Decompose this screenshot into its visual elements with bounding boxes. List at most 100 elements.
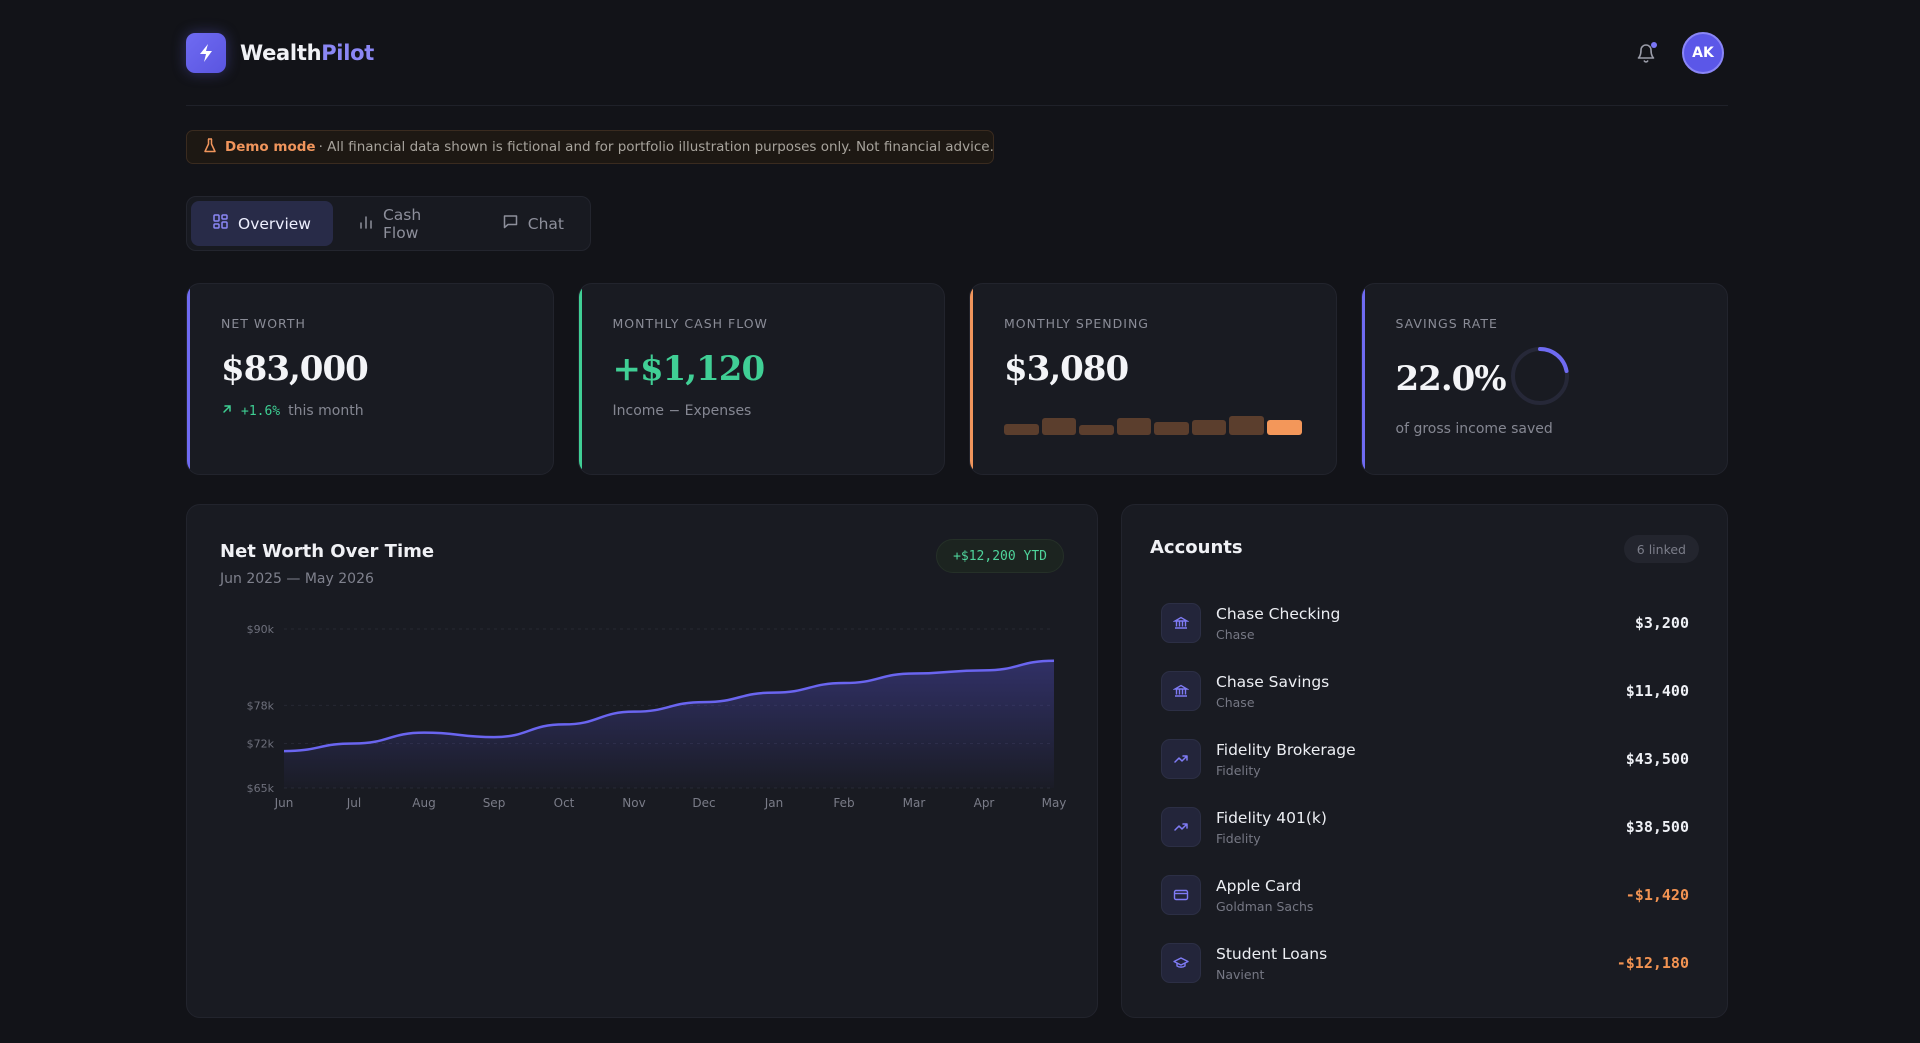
- x-tick-label: Mar: [903, 796, 926, 810]
- arrow-up-right-icon: [221, 403, 233, 419]
- account-balance: -$12,180: [1616, 954, 1689, 972]
- tab-chat[interactable]: Chat: [481, 201, 586, 246]
- brand[interactable]: WealthPilot: [186, 32, 374, 73]
- chat-bubble-icon: [503, 214, 518, 233]
- tab-label: Overview: [238, 214, 311, 233]
- y-tick-label: $72k: [247, 737, 275, 750]
- x-tick-label: Sep: [483, 796, 506, 810]
- account-text: Fidelity Brokerage Fidelity: [1216, 741, 1626, 778]
- stat-label: MONTHLY SPENDING: [1004, 316, 1149, 331]
- account-balance: $11,400: [1625, 682, 1689, 700]
- app-container: WealthPilot AK Demo mode · All financial…: [186, 0, 1728, 1018]
- flask-icon: [203, 137, 217, 157]
- account-row[interactable]: Fidelity 401(k) Fidelity $38,500: [1161, 793, 1689, 861]
- stat-label: MONTHLY CASH FLOW: [612, 316, 768, 331]
- x-tick-label: Dec: [692, 796, 715, 810]
- banner-label: Demo mode: [225, 139, 316, 155]
- net-worth-value: $83,000: [221, 349, 369, 389]
- area-fill: [284, 660, 1054, 788]
- chart-range: Jun 2025 — May 2026: [220, 571, 374, 587]
- x-tick-label: Apr: [974, 796, 995, 810]
- account-name: Fidelity 401(k): [1216, 808, 1327, 827]
- accounts-card: Accounts 6 linked Chase Checking Chase $3,…: [1121, 504, 1728, 1018]
- series-line: [283, 659, 1055, 753]
- x-tick-label: Nov: [622, 796, 645, 810]
- spark-bar: [1266, 420, 1302, 435]
- cash-flow-sub: Income − Expenses: [612, 403, 752, 419]
- header-actions: AK: [1634, 31, 1724, 74]
- account-balance: -$1,420: [1625, 886, 1689, 904]
- unread-dot: [1651, 41, 1657, 48]
- x-tick-label: Feb: [833, 796, 854, 810]
- stat-cards: NET WORTH $83,000 +1.6% this month MONTH…: [186, 283, 1728, 475]
- account-balance: $38,500: [1625, 818, 1689, 836]
- net-worth-change-suffix: this month: [288, 403, 364, 419]
- y-tick-label: $65k: [247, 782, 275, 795]
- account-text: Student Loans Navient: [1216, 945, 1617, 982]
- account-row[interactable]: Student Loans Navient -$12,180: [1161, 929, 1689, 997]
- demo-banner: Demo mode · All financial data shown is …: [186, 130, 994, 164]
- tab-overview[interactable]: Overview: [191, 201, 333, 246]
- x-tick-label: Jan: [764, 796, 784, 810]
- account-balance: $3,200: [1634, 614, 1689, 632]
- credit-card-icon: [1161, 875, 1201, 915]
- account-balance: $43,500: [1625, 750, 1689, 768]
- account-text: Apple Card Goldman Sachs: [1216, 877, 1626, 914]
- spark-bar: [1154, 422, 1189, 435]
- lightning-bolt-icon: [186, 32, 226, 73]
- bank-icon: [1161, 603, 1201, 643]
- avatar[interactable]: AK: [1682, 31, 1724, 74]
- spark-bar: [1229, 416, 1264, 435]
- grid-icon: [213, 214, 228, 233]
- spending-value: $3,080: [1004, 349, 1129, 389]
- savings-card: SAVINGS RATE 22.0% of gross income saved: [1360, 283, 1728, 475]
- account-institution: Goldman Sachs: [1216, 898, 1314, 914]
- y-tick-label: $90k: [247, 623, 275, 636]
- brand-name: WealthPilot: [240, 41, 374, 65]
- accounts-title: Accounts: [1150, 537, 1243, 558]
- net-worth-change: +1.6%: [241, 403, 281, 419]
- account-name: Chase Checking: [1216, 604, 1341, 623]
- trending-up-icon: [1161, 739, 1201, 779]
- net-worth-chart-card: Net Worth Over Time Jun 2025 — May 2026 …: [186, 504, 1098, 1018]
- brand-name-part1: Wealth: [240, 40, 322, 65]
- banner-text: · All financial data shown is fictional …: [318, 139, 994, 155]
- spark-bar: [1191, 420, 1227, 435]
- chart-title: Net Worth Over Time: [220, 541, 435, 562]
- tab-cash-flow[interactable]: Cash Flow: [337, 201, 477, 246]
- spark-bar: [1079, 425, 1114, 435]
- account-text: Chase Checking Chase: [1216, 605, 1635, 642]
- x-tick-label: Jul: [346, 796, 361, 810]
- account-row[interactable]: Fidelity Brokerage Fidelity $43,500: [1161, 725, 1689, 793]
- account-name: Chase Savings: [1216, 672, 1330, 691]
- x-tick-label: Aug: [412, 796, 435, 810]
- account-row[interactable]: Chase Checking Chase $3,200: [1161, 589, 1689, 657]
- account-institution: Navient: [1216, 966, 1265, 982]
- spark-bar: [1041, 418, 1077, 435]
- trending-up-icon: [1161, 807, 1201, 847]
- stat-label: NET WORTH: [221, 316, 306, 331]
- bank-icon: [1161, 671, 1201, 711]
- accounts-list: Chase Checking Chase $3,200 Chase Savings Ch…: [1161, 589, 1689, 997]
- account-institution: Chase: [1216, 626, 1255, 642]
- account-name: Apple Card: [1216, 876, 1302, 895]
- ytd-badge: +$12,200 YTD: [936, 539, 1064, 573]
- account-institution: Chase: [1216, 694, 1255, 710]
- cash-flow-card: MONTHLY CASH FLOW +$1,120 Income − Expen…: [577, 283, 945, 475]
- account-row[interactable]: Apple Card Goldman Sachs -$1,420: [1161, 861, 1689, 929]
- stat-label: SAVINGS RATE: [1395, 316, 1498, 331]
- bell-icon[interactable]: [1634, 41, 1658, 65]
- stat-change: +1.6% this month: [221, 403, 519, 419]
- x-tick-label: Oct: [554, 796, 575, 810]
- account-text: Fidelity 401(k) Fidelity: [1216, 809, 1626, 846]
- tab-bar: Overview Cash Flow Chat: [186, 196, 591, 251]
- top-header: WealthPilot AK: [186, 0, 1728, 106]
- y-tick-label: $78k: [247, 699, 275, 712]
- account-institution: Fidelity: [1216, 830, 1261, 846]
- account-row[interactable]: Chase Savings Chase $11,400: [1161, 657, 1689, 725]
- account-name: Fidelity Brokerage: [1216, 740, 1356, 759]
- spark-bar: [1004, 424, 1039, 435]
- tab-label: Chat: [527, 214, 564, 233]
- account-text: Chase Savings Chase: [1216, 673, 1626, 710]
